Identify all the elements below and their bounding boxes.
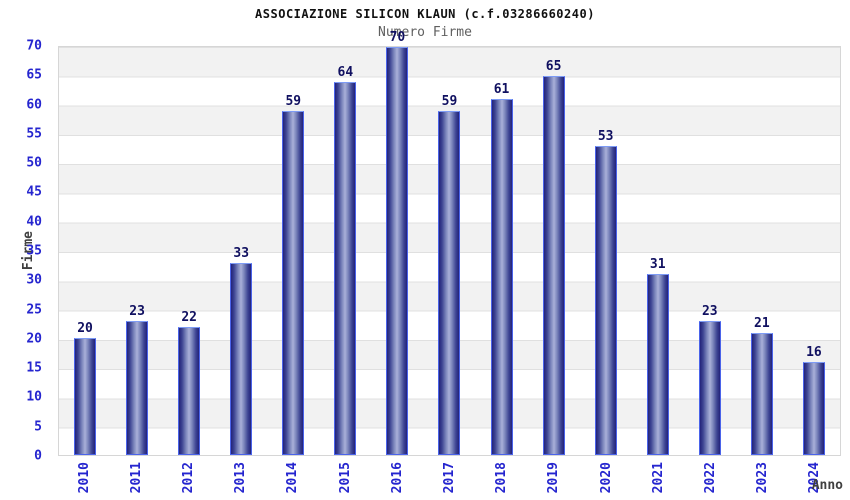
x-tick-label: 2022 [703,462,719,494]
x-axis-ticks: 2010 2011 2012 2013 2014 2015 2016 2017 2018 2019… [58,462,841,500]
bar-2015: 64 [334,65,357,455]
bar-value-label: 33 [233,245,250,261]
bar-2021: 31 [646,257,669,455]
x-tick-slot: 2015 [319,462,371,500]
x-tick-slot: 2012 [162,462,214,500]
x-tick-label: 2020 [598,462,614,494]
bar-value-label: 23 [129,303,145,319]
y-tick-label: 0 [34,448,42,464]
bar-value-label: 64 [337,64,354,80]
bar-slot: 59 [267,47,319,455]
y-tick-label: 65 [26,67,42,83]
bar-2022: 23 [698,304,721,455]
y-tick-label: 15 [26,360,42,376]
y-tick-label: 5 [34,419,42,435]
bar-slot: 21 [736,47,788,455]
bar-slot: 22 [163,47,215,455]
x-tick-label: 2016 [389,462,405,494]
bar-2019: 65 [542,59,565,455]
bar-value-label: 59 [285,94,302,110]
x-axis-title: Anno [811,478,843,493]
x-tick-slot: 2018 [476,462,528,500]
y-tick-label: 30 [26,272,42,288]
y-tick-label: 10 [26,389,42,405]
bar-2023: 21 [750,316,773,455]
chart-subtitle: Numero Firme [378,25,472,40]
x-tick-slot: 2019 [528,462,580,500]
bar-2018: 61 [490,82,513,455]
bar-value-label: 23 [701,303,718,319]
x-tick-label: 2013 [233,462,249,494]
x-tick-slot: 2010 [58,462,110,500]
x-tick-label: 2023 [755,462,771,494]
chart-title: ASSOCIAZIONE SILICON KLAUN (c.f.03286660… [255,7,595,21]
bar-value-label: 21 [754,315,770,331]
bar-value-label: 59 [441,94,458,110]
x-tick-slot: 2013 [215,462,267,500]
bar-value-label: 22 [181,309,197,325]
bar-2020: 53 [594,129,617,455]
y-tick-label: 25 [26,302,42,318]
bar-value-label: 16 [806,344,822,360]
bar-2010: 20 [74,321,97,455]
bar-2014: 59 [282,94,305,455]
x-tick-label: 2010 [76,462,92,494]
x-tick-label: 2014 [285,462,301,494]
y-tick-label: 20 [26,331,42,347]
bar-slot: 33 [215,47,267,455]
bar-2016: 70 [386,30,409,455]
bar-2011: 23 [126,304,149,455]
x-tick-slot: 2014 [267,462,319,500]
x-tick-label: 2019 [546,462,562,494]
bars-layer: 20 23 22 33 59 64 70 59 61 65 53 31 23 21 16 [59,30,840,455]
x-tick-label: 2017 [442,462,458,494]
bar-slot: 70 [371,30,423,455]
bar-value-label: 31 [649,257,666,273]
bar-slot: 23 [111,47,163,455]
bar-value-label: 65 [545,59,562,75]
bar-2024: 16 [802,345,825,455]
bar-value-label: 61 [493,82,510,98]
plot-area: 20 23 22 33 59 64 70 59 61 65 53 31 23 21 16 [58,30,841,456]
bar-slot: 16 [788,47,840,455]
y-tick-label: 45 [26,184,42,200]
y-tick-label: 50 [26,155,42,171]
x-tick-label: 2015 [337,462,353,494]
x-tick-label: 2011 [128,462,144,494]
bar-slot: 59 [423,47,475,455]
x-tick-slot: 2021 [632,462,684,500]
bar-slot: 53 [580,47,632,455]
bar-slot: 31 [632,47,684,455]
y-tick-label: 70 [26,38,42,54]
bar-slot: 61 [476,47,528,455]
bar-slot: 65 [528,47,580,455]
bar-2017: 59 [438,94,461,455]
y-axis-ticks: 0 5 10 15 20 25 30 35 40 45 50 55 60 65 70 [0,39,50,464]
bar-value-label: 70 [389,30,406,45]
x-tick-slot: 2016 [371,462,423,500]
y-tick-label: 60 [26,97,42,113]
bar-slot: 20 [59,47,111,455]
bar-2013: 33 [230,246,253,455]
x-tick-slot: 2020 [580,462,632,500]
x-tick-label: 2018 [494,462,510,494]
bar-2012: 22 [178,310,201,455]
x-tick-slot: 2011 [110,462,162,500]
y-tick-label: 40 [26,214,42,230]
bar-value-label: 53 [597,129,614,145]
bar-slot: 23 [684,47,736,455]
x-tick-label: 2012 [181,462,196,494]
y-tick-label: 35 [26,243,42,259]
bar-slot: 64 [319,47,371,455]
x-tick-slot: 2022 [684,462,736,500]
bar-value-label: 20 [77,321,93,337]
x-tick-label: 2021 [650,462,666,494]
y-tick-label: 55 [26,126,42,142]
x-tick-slot: 2023 [737,462,789,500]
x-tick-slot: 2017 [423,462,475,500]
